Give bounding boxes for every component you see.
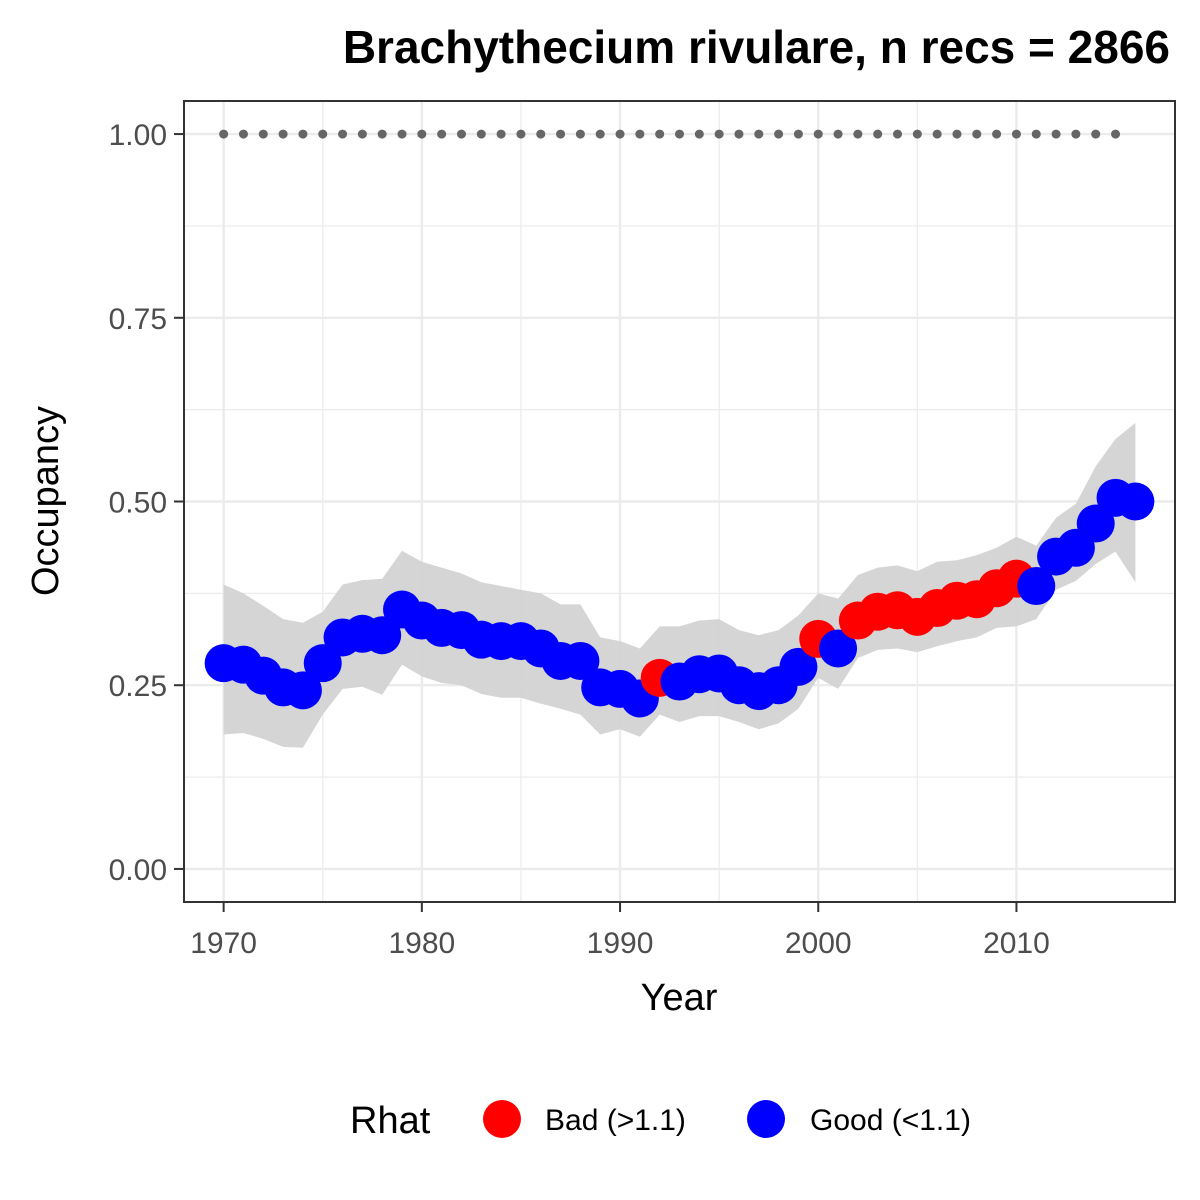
- confidence-ribbon: [223, 422, 1136, 748]
- plot-panel: [183, 100, 1176, 903]
- reference-dot: [912, 129, 922, 139]
- reference-dot: [734, 129, 744, 139]
- reference-dot: [992, 129, 1002, 139]
- reference-dot: [1071, 129, 1081, 139]
- y-tick-label: 0.50: [109, 487, 167, 520]
- data-point-good: [303, 644, 342, 683]
- reference-dot: [615, 129, 625, 139]
- reference-dot: [694, 129, 704, 139]
- reference-dot: [655, 129, 665, 139]
- reference-dot: [258, 129, 268, 139]
- reference-dot: [675, 129, 684, 139]
- x-tick-label: 2010: [983, 927, 1050, 960]
- data-point-good: [561, 641, 600, 680]
- reference-dot: [298, 129, 308, 139]
- points-layer: [204, 478, 1155, 718]
- reference-dot: [813, 129, 823, 139]
- reference-dot: [873, 129, 883, 139]
- reference-dot: [278, 129, 288, 139]
- reference-dot: [1111, 129, 1121, 139]
- reference-dot: [1031, 129, 1041, 139]
- reference-dot: [595, 129, 605, 139]
- legend-label-good: Good (<1.1): [810, 1104, 971, 1137]
- data-point-good: [819, 629, 858, 668]
- reference-dot: [556, 129, 566, 139]
- reference-dot: [972, 129, 982, 139]
- reference-dot: [456, 129, 466, 139]
- x-tick-label: 1990: [587, 927, 654, 960]
- reference-dot: [238, 129, 248, 139]
- reference-dot: [318, 129, 328, 139]
- reference-dot: [338, 129, 348, 139]
- legend-title: Rhat: [350, 1100, 431, 1142]
- legend: Rhat Bad (>1.1) Good (<1.1): [350, 1100, 971, 1142]
- reference-dot: [476, 129, 486, 139]
- reference-dot: [774, 129, 784, 139]
- axes-layer: 1970 1980 1990 2000 2010 0.00 0.25 0.50 0.75 1.00: [109, 119, 1050, 960]
- y-tick-label: 0.25: [109, 670, 167, 703]
- data-point-good: [1076, 504, 1115, 543]
- reference-dot: [635, 129, 645, 139]
- legend-key-bad: [483, 1100, 521, 1138]
- x-axis-title: Year: [641, 977, 718, 1019]
- y-axis-title: Occupancy: [25, 406, 67, 596]
- data-point-good: [363, 616, 402, 655]
- reference-dot: [377, 129, 387, 139]
- reference-dot: [893, 129, 903, 139]
- data-point-good: [283, 671, 322, 710]
- reference-dot: [397, 129, 407, 139]
- data-point-good: [779, 647, 818, 686]
- y-tick-label: 0.75: [109, 303, 167, 336]
- y-tick-label: 0.00: [109, 854, 167, 887]
- x-tick-label: 1980: [388, 927, 455, 960]
- reference-dot: [714, 129, 724, 139]
- chart-title: Brachythecium rivulare, n recs = 2866: [343, 21, 1170, 73]
- confidence-ribbon-layer: [223, 422, 1136, 748]
- legend-key-good: [747, 1100, 785, 1138]
- reference-dot: [833, 129, 843, 139]
- reference-dot: [516, 129, 526, 139]
- data-point-good: [1116, 482, 1155, 521]
- reference-dot: [1091, 129, 1101, 139]
- reference-dot: [1051, 129, 1061, 139]
- reference-dot: [932, 129, 942, 139]
- reference-dot: [952, 129, 962, 139]
- legend-label-bad: Bad (>1.1): [545, 1104, 686, 1137]
- reference-dot: [754, 129, 764, 139]
- reference-dot: [1011, 129, 1021, 139]
- reference-dot: [219, 129, 229, 139]
- x-tick-label: 2000: [785, 927, 852, 960]
- x-tick-label: 1970: [190, 927, 257, 960]
- reference-dot: [575, 129, 585, 139]
- reference-dot: [496, 129, 506, 139]
- reference-dot: [417, 129, 427, 139]
- reference-dot: [437, 129, 447, 139]
- y-tick-label: 1.00: [109, 119, 167, 152]
- reference-line-layer: [219, 129, 1121, 139]
- data-point-good: [1017, 567, 1056, 606]
- reference-dot: [853, 129, 863, 139]
- reference-dot: [536, 129, 546, 139]
- reference-dot: [793, 129, 803, 139]
- reference-dot: [357, 129, 367, 139]
